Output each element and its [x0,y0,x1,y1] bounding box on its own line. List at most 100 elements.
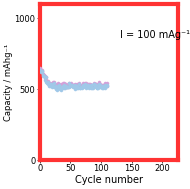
Point [82,82,85,85]
Point [60,86,63,89]
Point [87,86,90,89]
Point [55,83,58,86]
Point [90,87,93,90]
Point [57,86,60,89]
Point [65,85,68,88]
Point [64,84,67,87]
Point [66,86,69,89]
Point [62,83,65,86]
Point [85,84,88,87]
Point [73,87,76,90]
Point [82,84,85,87]
Point [79,85,82,88]
Point [73,85,76,88]
Point [101,84,104,87]
Point [95,86,98,89]
Point [43,79,46,82]
Point [87,86,90,89]
Point [57,85,60,88]
Point [76,86,79,89]
Point [41,69,44,72]
Point [98,82,101,85]
Point [72,85,75,88]
Point [71,86,74,89]
Point [96,86,99,89]
Point [65,83,68,86]
Point [59,83,62,86]
Point [51,83,54,86]
Point [55,85,58,88]
Point [89,84,92,87]
Point [100,84,103,88]
Point [59,85,62,88]
Point [83,83,86,86]
Point [49,82,52,85]
Point [77,84,80,87]
Point [100,86,103,89]
Point [44,76,47,79]
Point [67,86,70,89]
Point [76,87,79,90]
Y-axis label: Capacity / mAhg⁻¹: Capacity / mAhg⁻¹ [4,44,13,121]
Point [82,84,85,87]
Point [88,84,91,87]
Point [66,86,70,89]
Point [97,86,100,89]
Point [91,84,94,87]
Point [47,83,50,86]
Point [41,72,44,75]
Point [63,87,66,90]
Point [73,84,76,87]
Point [84,82,87,85]
Point [78,82,81,85]
Point [51,85,54,88]
Point [50,83,53,86]
Point [77,85,80,88]
Point [80,86,83,89]
Point [42,73,45,76]
Point [89,83,92,86]
Point [102,85,105,88]
Point [92,84,95,87]
Point [100,87,103,90]
Point [106,85,109,88]
Point [65,84,68,88]
Point [51,81,54,84]
Point [81,86,84,89]
Point [66,86,70,89]
Point [103,83,106,86]
Point [87,84,90,87]
Point [56,82,59,85]
Point [96,84,99,87]
Point [52,84,55,87]
Point [66,85,69,88]
Point [100,84,103,87]
Point [44,76,47,79]
Point [39,67,42,70]
Point [97,84,100,87]
Point [60,88,63,91]
Point [98,83,101,86]
Point [49,83,52,86]
Point [68,82,71,85]
Point [75,82,78,85]
Point [42,72,45,75]
Point [105,85,108,88]
Point [65,84,68,88]
Point [74,84,77,87]
Point [48,84,51,87]
Point [92,87,95,90]
Point [81,86,84,89]
Point [55,86,58,89]
Point [103,86,106,89]
Point [46,80,49,83]
Point [43,75,46,78]
Point [67,83,70,86]
Point [90,84,93,87]
Point [50,82,53,85]
Point [43,73,46,76]
Point [54,84,57,88]
X-axis label: Cycle number: Cycle number [75,175,143,185]
Point [49,83,52,86]
Point [106,84,109,87]
